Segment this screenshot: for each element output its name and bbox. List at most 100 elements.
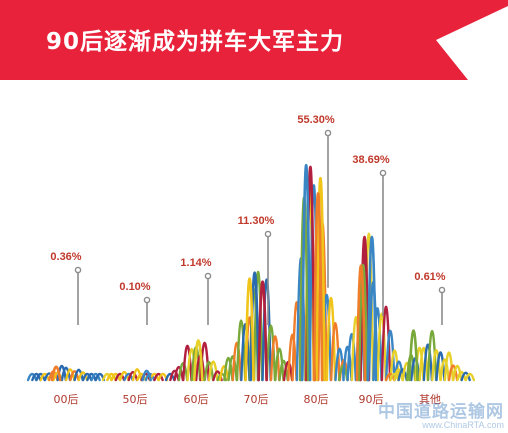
wave-00后-10: [69, 370, 80, 382]
value-label-60后: 1.14%: [180, 257, 211, 269]
spike-其他-0: [408, 329, 419, 382]
wave-70后-2: [227, 355, 238, 382]
watermark: 中国道路运输网 www.ChinaRTA.com: [378, 397, 504, 430]
wave-50后-4: [119, 370, 130, 382]
wave-60后-9: [203, 360, 215, 382]
wave-其他-10: [426, 329, 438, 382]
wave-其他-17: [456, 370, 467, 382]
wave-其他-14: [443, 351, 455, 382]
bar-50后: [101, 368, 169, 382]
wave-其他-0: [384, 372, 396, 382]
wave-70后-5: [240, 323, 251, 382]
title-banner: [0, 0, 508, 80]
wave-其他-11: [431, 349, 442, 382]
bar-其他: [384, 329, 476, 382]
wave-70后-8: [252, 270, 264, 382]
wave-其他-13: [439, 358, 450, 382]
wave-60后-2: [173, 365, 185, 382]
bar-90后: [337, 232, 405, 382]
bar-70后: [218, 270, 294, 382]
wave-70后-13: [274, 347, 285, 382]
wave-其他-12: [435, 351, 446, 382]
wave-60后-1: [169, 369, 180, 382]
wave-80后-10: [325, 297, 337, 382]
wave-50后-1: [106, 372, 117, 382]
label-pin-head-00后: [74, 266, 82, 274]
wave-60后-10: [207, 360, 219, 382]
wave-00后-12: [77, 371, 89, 382]
wave-00后-8: [60, 366, 72, 382]
wave-60后-4: [182, 344, 193, 382]
spike-50后-0: [141, 369, 152, 382]
label-pin-head-其他: [438, 286, 446, 294]
spike-70后-1: [244, 277, 255, 382]
wave-50后-3: [114, 372, 126, 382]
wave-00后-13: [81, 372, 93, 382]
spike-70后-2: [257, 280, 268, 382]
wave-50后-8: [136, 372, 147, 382]
wave-00后-2: [35, 372, 46, 382]
wave-其他-18: [460, 371, 471, 382]
wave-50后-5: [123, 372, 134, 382]
bar-80后: [282, 163, 350, 382]
spike-00后-0: [50, 365, 62, 382]
category-label-其他: 其他: [419, 393, 441, 406]
wave-00后-11: [73, 368, 84, 382]
category-label-60后: 60后: [184, 393, 209, 406]
wave-90后-11: [385, 329, 396, 382]
wave-80后-1: [287, 333, 298, 382]
wave-00后-14: [86, 372, 97, 382]
wave-50后-6: [127, 370, 139, 382]
category-label-80后: 80后: [304, 393, 329, 406]
value-label-00后: 0.36%: [50, 251, 81, 263]
spike-80后-4: [300, 163, 312, 382]
wave-00后-3: [39, 372, 51, 382]
wave-50后-2: [110, 372, 121, 382]
wave-90后-2: [346, 332, 357, 382]
wave-其他-15: [447, 364, 459, 382]
category-label-00后: 00后: [54, 393, 79, 406]
wave-00后-1: [31, 372, 42, 382]
wave-70后-0: [218, 364, 230, 382]
wave-50后-12: [153, 372, 164, 382]
wave-60后-3: [177, 362, 189, 382]
watermark-text: 中国道路运输网: [378, 402, 504, 422]
value-label-其他: 0.61%: [414, 271, 445, 283]
label-pin-head-80后: [324, 129, 332, 137]
wave-70后-14: [278, 359, 289, 382]
label-pin-head-60后: [204, 272, 212, 280]
value-label-50后: 0.10%: [119, 281, 150, 293]
wave-90后-1: [342, 345, 353, 382]
wave-60后-0: [164, 372, 176, 382]
spike-90后-2: [355, 264, 367, 382]
wave-70后-3: [231, 341, 243, 382]
wave-其他-16: [452, 364, 463, 382]
wave-70后-11: [265, 324, 277, 382]
bar-60后: [164, 339, 228, 382]
wave-其他-3: [397, 368, 408, 382]
label-pin-head-90后: [379, 169, 387, 177]
wave-70后-1: [223, 356, 234, 382]
wave-00后-15: [90, 372, 101, 382]
spike-80后-3: [312, 192, 324, 382]
wave-80后-12: [334, 347, 345, 382]
wave-其他-2: [393, 368, 404, 382]
category-label-90后: 90后: [359, 393, 384, 406]
wave-70后-12: [269, 335, 281, 382]
value-label-70后: 11.30%: [238, 215, 275, 227]
bar-00后: [26, 364, 106, 382]
wave-90后-10: [380, 305, 392, 382]
wave-90后-9: [376, 312, 387, 382]
value-label-90后: 38.69%: [352, 154, 390, 166]
wave-50后-7: [131, 368, 143, 382]
wave-00后-9: [65, 368, 76, 382]
spike-90后-1: [357, 263, 369, 382]
wave-其他-8: [418, 346, 429, 382]
wave-50后-0: [101, 372, 113, 382]
watermark-url: www.ChinaRTA.com: [422, 420, 504, 430]
wave-90后-0: [337, 364, 349, 382]
label-pin-head-70后: [264, 230, 272, 238]
label-pin-head-50后: [143, 296, 151, 304]
spike-90后-3: [366, 235, 378, 382]
